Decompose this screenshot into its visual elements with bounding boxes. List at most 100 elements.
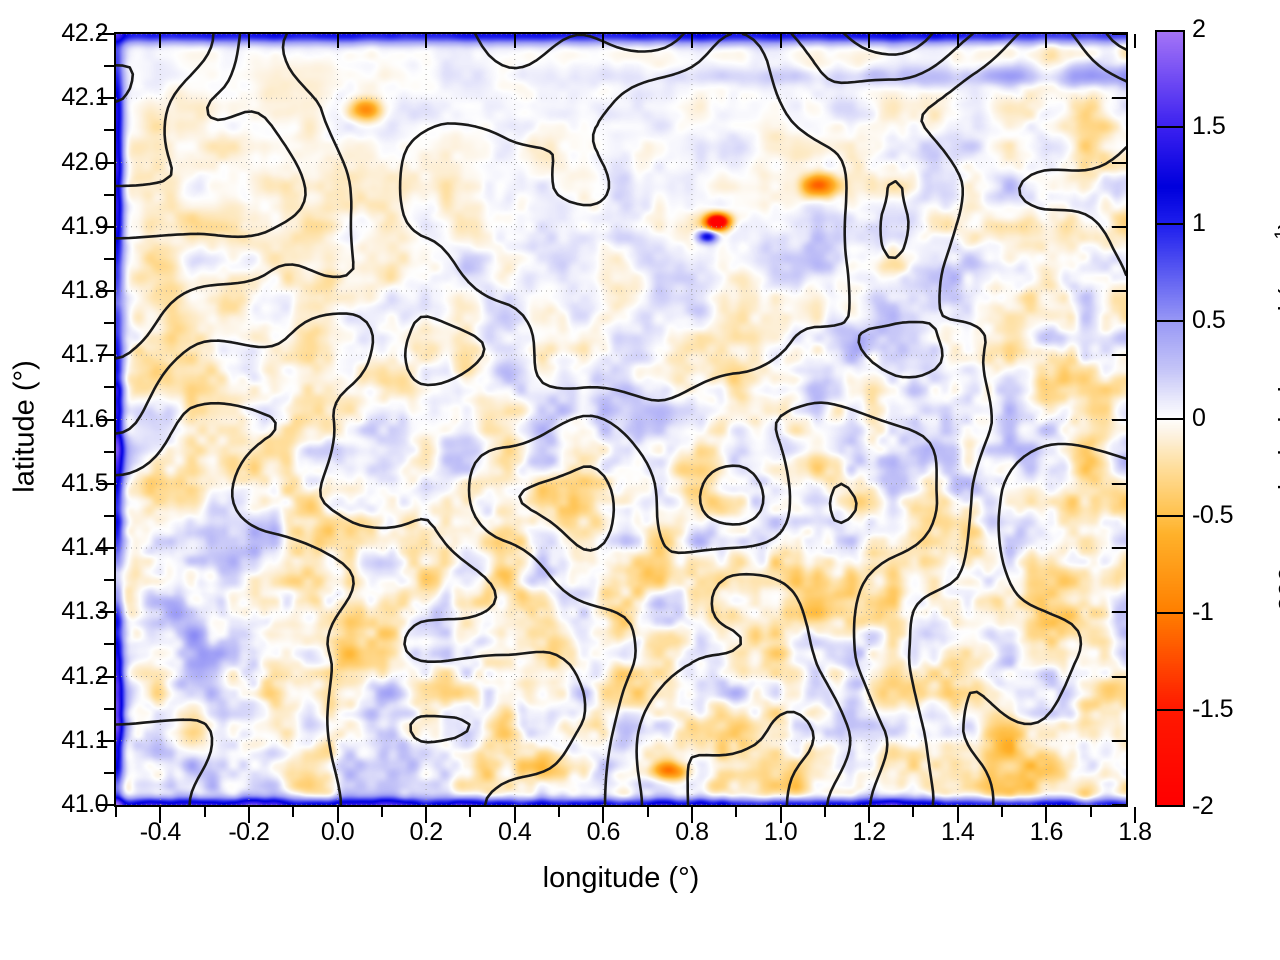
y-tick-major-right	[1112, 739, 1126, 742]
x-tick-major-top	[868, 34, 871, 48]
y-tick-label: 41.5	[61, 468, 108, 497]
y-axis-title: latitude (°)	[8, 360, 41, 493]
terrain-contour-lines	[116, 34, 1126, 805]
colorbar-tick	[1155, 417, 1185, 420]
colorbar-tick	[1155, 611, 1185, 614]
y-tick-label: 42.0	[61, 147, 108, 176]
x-tick-major-top	[602, 34, 605, 48]
y-tick-minor	[104, 322, 114, 325]
x-tick-minor	[1001, 807, 1003, 817]
colorbar-tick-label: -2	[1192, 792, 1214, 820]
y-tick-major-right	[1112, 611, 1126, 614]
y-tick-major-right	[1112, 33, 1126, 35]
y-tick-major	[98, 675, 114, 678]
x-tick-minor	[203, 807, 206, 817]
x-tick-minor	[646, 807, 649, 817]
x-tick-label: 1.0	[763, 818, 798, 846]
y-tick-minor	[104, 643, 114, 646]
y-tick-major-right	[1112, 675, 1126, 678]
y-tick-major-right	[1112, 290, 1126, 292]
x-axis-title: longitude (°)	[542, 862, 700, 894]
colorbar-tick-label: 0	[1192, 403, 1206, 432]
y-tick-major	[98, 418, 114, 421]
x-tick-label: 0.6	[586, 818, 621, 846]
x-tick-major-top	[779, 34, 782, 48]
colorbar-tick-label: 1.5	[1192, 112, 1226, 141]
x-tick-major	[1045, 807, 1048, 823]
x-tick-minor	[380, 807, 383, 817]
y-tick-major	[98, 97, 114, 100]
y-tick-major	[98, 354, 114, 357]
colorbar-tick	[1155, 514, 1185, 517]
x-tick-label: 0.4	[498, 818, 532, 846]
colorbar-tick	[1155, 708, 1185, 711]
colorbar-title: 200m-vertical wind speed (m s-1)	[1271, 220, 1280, 611]
y-tick-label: 41.6	[61, 404, 108, 433]
x-tick-major-top	[513, 34, 516, 48]
colorbar-tick	[1155, 320, 1185, 323]
y-tick-label: 41.0	[61, 790, 108, 818]
x-tick-major	[868, 807, 871, 823]
x-tick-major	[690, 807, 693, 823]
y-tick-major	[98, 611, 114, 614]
x-tick-label: 1.6	[1029, 818, 1064, 846]
x-tick-minor	[1089, 807, 1092, 817]
x-tick-minor	[823, 807, 826, 817]
x-tick-major	[513, 807, 516, 823]
y-tick-label: 41.7	[61, 340, 108, 369]
y-tick-label: 41.4	[61, 533, 108, 561]
y-tick-major	[98, 161, 114, 164]
colorbar-tick-label: 2	[1192, 15, 1206, 43]
y-tick-major	[98, 33, 114, 35]
x-tick-major-top	[1045, 34, 1048, 48]
y-tick-label: 42.1	[61, 83, 108, 112]
x-tick-label: 1.8	[1118, 818, 1152, 846]
x-tick-label: 0.0	[320, 818, 355, 846]
x-tick-minor	[469, 807, 472, 817]
y-tick-major-right	[1112, 161, 1126, 164]
x-tick-minor	[558, 807, 560, 817]
x-tick-major	[956, 807, 959, 823]
colorbar-tick	[1155, 223, 1185, 226]
x-tick-major-top	[690, 34, 693, 48]
y-tick-label: 41.2	[61, 661, 108, 690]
x-tick-major	[602, 807, 605, 823]
x-tick-major-top	[425, 34, 428, 48]
y-tick-label: 41.1	[61, 725, 108, 754]
y-tick-major	[98, 804, 114, 806]
x-tick-minor	[735, 807, 738, 817]
colorbar-tick-label: -0.5	[1192, 500, 1234, 529]
y-tick-major	[98, 482, 114, 485]
y-tick-major-right	[1112, 482, 1126, 485]
x-tick-major	[425, 807, 428, 823]
y-tick-label: 41.9	[61, 211, 108, 240]
y-tick-major	[98, 290, 114, 292]
x-tick-major-top	[247, 34, 250, 48]
x-tick-label: -0.2	[228, 818, 270, 846]
y-tick-label: 41.8	[61, 276, 108, 304]
x-tick-major-top	[336, 34, 339, 48]
y-tick-major-right	[1112, 418, 1126, 421]
y-tick-minor	[104, 65, 114, 68]
colorbar-tick-label: 1	[1192, 209, 1206, 238]
y-tick-major-right	[1112, 225, 1126, 228]
x-tick-major	[779, 807, 782, 823]
colorbar-tick-label: -1	[1192, 597, 1214, 626]
y-tick-label: 42.2	[61, 19, 108, 47]
x-tick-label: 1.4	[941, 818, 975, 846]
x-tick-label: 1.2	[852, 818, 886, 846]
colorbar-title-exponent: -1	[1271, 229, 1280, 246]
y-tick-major-right	[1112, 547, 1126, 549]
x-tick-label: -0.4	[139, 818, 182, 846]
x-tick-label: 0.2	[409, 818, 443, 846]
y-tick-minor	[104, 257, 114, 260]
y-tick-major-right	[1112, 804, 1126, 806]
x-tick-major	[159, 807, 162, 823]
y-tick-minor	[104, 579, 114, 582]
colorbar-tick-label: -1.5	[1192, 694, 1234, 723]
y-tick-minor	[104, 386, 114, 389]
x-tick-minor	[912, 807, 915, 817]
y-tick-minor	[104, 129, 114, 132]
colorbar-tick-label: 0.5	[1192, 306, 1226, 335]
